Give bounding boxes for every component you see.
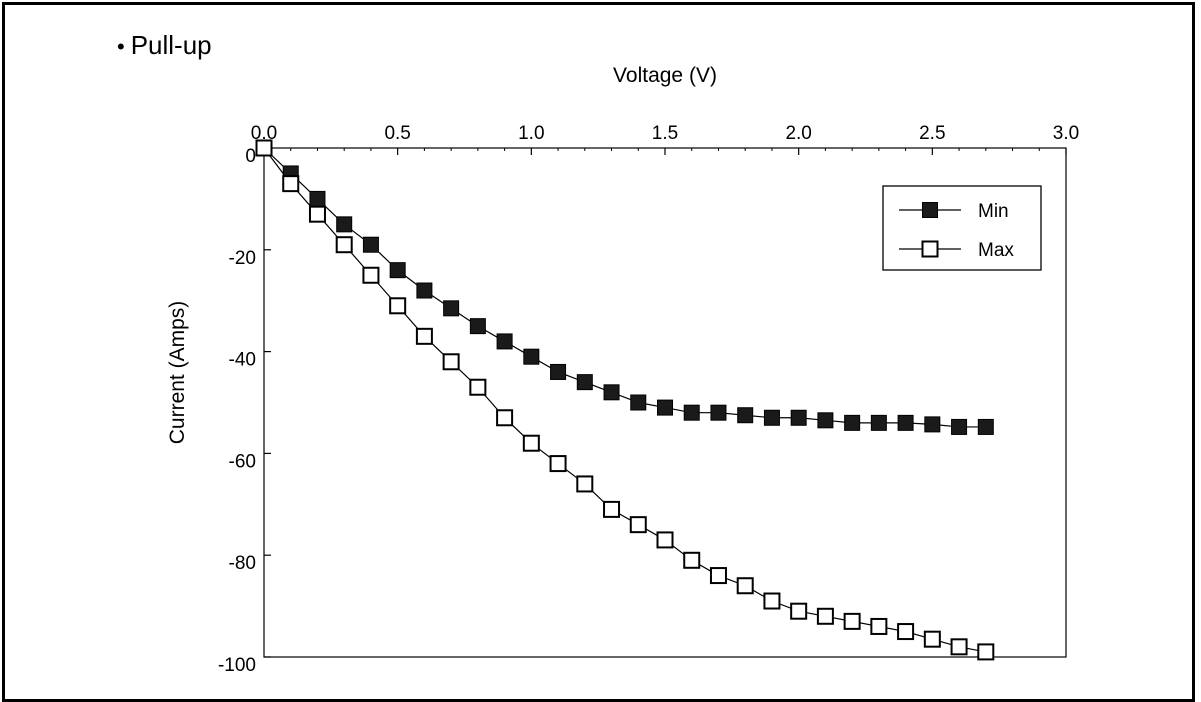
data-point-max (442, 353, 460, 371)
data-point-max (469, 378, 487, 396)
data-point-max (389, 297, 407, 315)
bullet-glyph: • (117, 34, 125, 59)
data-point-max (870, 617, 888, 635)
y-tick-label: -40 (229, 350, 256, 371)
data-point-min (416, 282, 433, 299)
data-point-max (362, 266, 380, 284)
data-point-min (844, 414, 861, 431)
x-axis-title: Voltage (V) (613, 64, 717, 87)
data-point-min (496, 333, 513, 350)
data-point-max (683, 551, 701, 569)
series-line-min (263, 147, 986, 428)
data-point-max (282, 175, 300, 193)
data-point-min (951, 418, 968, 435)
data-point-min (443, 300, 460, 317)
data-point-min (790, 409, 807, 426)
data-point-max (950, 638, 968, 656)
data-point-min (630, 394, 647, 411)
data-point-max (656, 531, 674, 549)
data-point-max (415, 327, 433, 345)
heading-text: Pull-up (130, 30, 212, 60)
series-min (256, 140, 994, 435)
legend-box (882, 185, 1042, 271)
x-tick-label: 3.0 (1053, 123, 1079, 144)
data-point-max (790, 602, 808, 620)
data-point-max (923, 630, 941, 648)
x-tick-label: 2.0 (785, 123, 811, 144)
legend: Min Max (882, 185, 1042, 271)
series-line-max (263, 147, 986, 653)
data-point-max (522, 434, 540, 452)
data-point-min (309, 190, 326, 207)
x-tick-label: 1.5 (652, 123, 678, 144)
y-tick-label: 0 (245, 146, 256, 167)
data-point-max (843, 612, 861, 630)
data-point-min (336, 216, 353, 233)
data-point-max (496, 409, 514, 427)
x-tick-label: 0.0 (251, 123, 277, 144)
series-max (255, 139, 995, 661)
data-point-max (255, 139, 273, 157)
data-point-max (977, 643, 995, 661)
data-point-min (870, 414, 887, 431)
data-point-max (629, 516, 647, 534)
data-point-max (576, 475, 594, 493)
legend-marker-max (921, 240, 939, 258)
data-point-max (736, 577, 754, 595)
data-point-max (549, 455, 567, 473)
data-point-min (389, 262, 406, 279)
data-point-max (335, 236, 353, 254)
data-point-min (737, 407, 754, 424)
data-point-max (308, 205, 326, 223)
axes-layer: 0.0 0.5 1.0 1.5 2.0 2.5 3.0 0 -20 -40 -60 -80 -100 Vo… (166, 64, 1079, 676)
data-point-min (469, 318, 486, 335)
data-point-max (816, 607, 834, 625)
data-point-min (710, 404, 727, 421)
data-point-min (924, 416, 941, 433)
data-point-min (683, 404, 700, 421)
legend-label-min: Min (978, 201, 1009, 222)
legend-marker-min (922, 202, 938, 218)
data-point-min (657, 399, 673, 416)
y-tick-label: -80 (229, 553, 256, 574)
data-point-min (897, 414, 914, 431)
x-tick-label: 1.0 (518, 123, 544, 144)
y-axis-title: Current (Amps) (166, 301, 189, 445)
data-point-max (709, 567, 727, 585)
y-tick-label: -100 (218, 655, 256, 676)
data-point-min (817, 412, 834, 429)
data-point-max (763, 592, 781, 610)
series-layer (255, 139, 995, 661)
data-point-min (362, 236, 379, 253)
y-tick-label: -20 (229, 248, 256, 269)
data-point-min (603, 384, 620, 401)
x-tick-label: 2.5 (919, 123, 945, 144)
slide-heading: • Pull-up (117, 30, 212, 61)
data-point-max (897, 623, 915, 641)
y-tick-label: -60 (229, 451, 256, 472)
data-point-min (763, 409, 780, 426)
data-point-min (523, 348, 540, 365)
x-tick-label: 0.5 (384, 123, 410, 144)
data-point-min (977, 418, 994, 435)
legend-label-max: Max (978, 240, 1014, 261)
data-point-min (550, 363, 567, 380)
data-point-min (576, 374, 593, 391)
data-point-max (603, 500, 621, 518)
